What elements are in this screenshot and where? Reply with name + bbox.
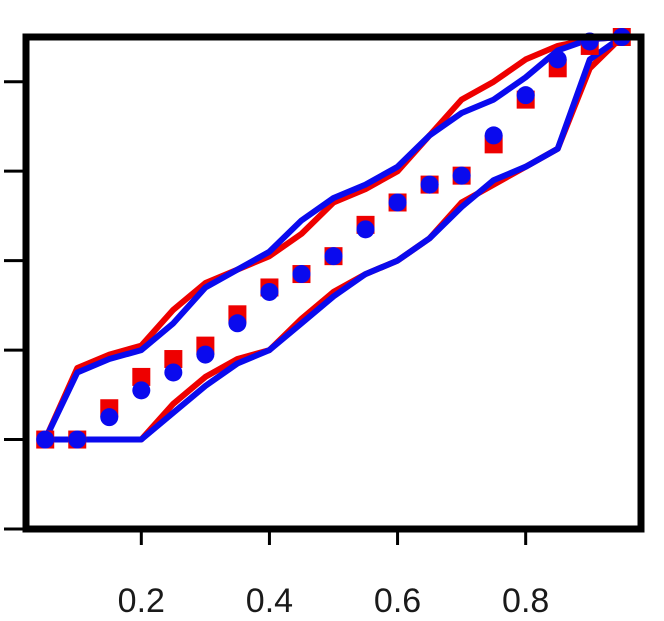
blue-circle-point [388, 193, 407, 212]
axes: 0.2 0.4 0.6 0.8 [4, 80, 549, 620]
blue-circle-point [292, 265, 311, 284]
x-tick-label: 0.4 [246, 582, 293, 620]
blue-circle-point [324, 247, 343, 266]
blue-circle-point [164, 363, 183, 382]
x-tick-label: 0.2 [118, 582, 165, 620]
data-points [36, 28, 631, 449]
band-lines [42, 34, 625, 443]
blue-circle-point [36, 430, 55, 449]
plot-frame [22, 33, 645, 533]
blue-band-line [42, 34, 625, 443]
blue-band-line [42, 34, 625, 443]
blue-circle-point [68, 430, 87, 449]
blue-circle-point [356, 220, 375, 239]
red-square-point [132, 367, 151, 386]
blue-circle-point [484, 126, 503, 145]
blue-circle-point [260, 282, 279, 301]
blue-circle-point [516, 86, 535, 105]
x-tick-label: 0.6 [374, 582, 421, 620]
red-band-line [42, 34, 625, 443]
blue-circle-point [196, 345, 215, 364]
blue-circle-point [548, 50, 567, 69]
blue-circle-point [100, 408, 119, 427]
red-band-line [42, 34, 625, 443]
red-square-point [164, 350, 183, 369]
blue-circle-point [420, 175, 439, 194]
x-tick-label: 0.8 [502, 582, 549, 620]
blue-circle-point [452, 166, 471, 185]
blue-circle-point [132, 381, 151, 400]
blue-circle-point [228, 314, 247, 333]
